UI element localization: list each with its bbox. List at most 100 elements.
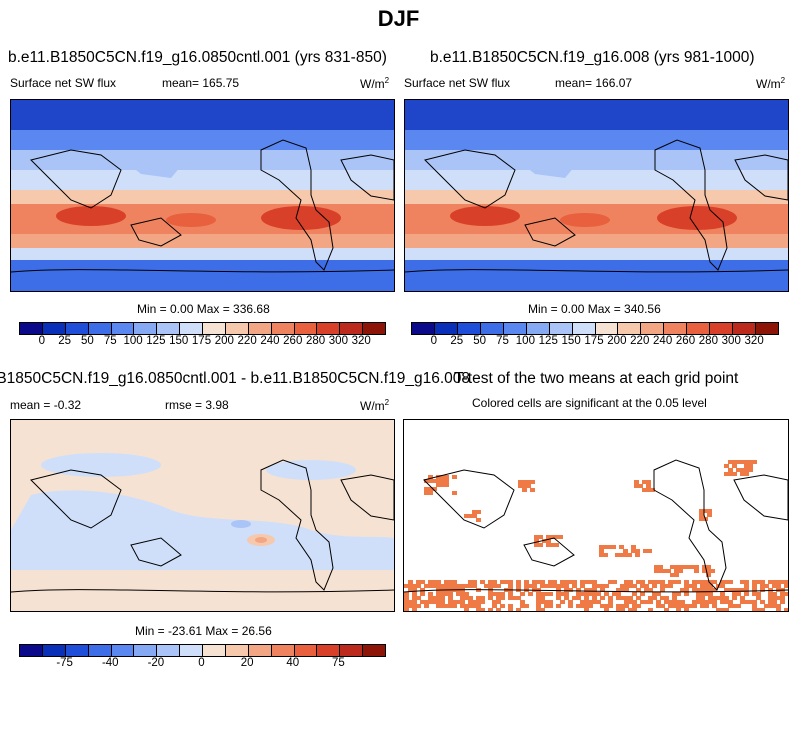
significant-cell <box>700 580 705 584</box>
significant-cell <box>736 604 741 608</box>
significant-cell <box>648 608 653 611</box>
significant-cell <box>448 592 453 596</box>
significant-cell <box>776 604 781 608</box>
significant-cell <box>776 596 781 600</box>
significant-cell <box>748 464 753 468</box>
significant-cell <box>624 596 629 600</box>
significant-cell <box>768 592 773 596</box>
significant-cell <box>444 592 449 596</box>
significant-cell <box>652 592 657 596</box>
significant-cell <box>540 584 545 588</box>
significant-cell <box>500 604 505 608</box>
significant-cell <box>670 573 675 577</box>
significant-cell <box>444 475 449 479</box>
significant-cell <box>596 584 601 588</box>
significant-cell <box>432 580 437 584</box>
significant-cell <box>520 604 525 608</box>
significant-cell <box>512 596 517 600</box>
significant-cell <box>424 604 429 608</box>
significant-cell <box>760 588 765 592</box>
panel-4-title: T-test of the two means at each grid poi… <box>454 370 739 387</box>
significant-cell <box>428 584 433 588</box>
significant-cell <box>412 600 417 604</box>
significant-cell <box>620 588 625 592</box>
significant-cell <box>623 553 628 557</box>
significant-cell <box>599 549 604 553</box>
significant-cell <box>504 580 509 584</box>
panel-4-subtitle: Colored cells are significant at the 0.0… <box>472 396 707 410</box>
significant-cell <box>608 580 613 584</box>
significant-cell <box>708 592 713 596</box>
significant-cell <box>440 604 445 608</box>
significant-cell <box>670 565 675 569</box>
significant-cell <box>632 584 637 588</box>
significant-cell <box>412 596 417 600</box>
significant-cell <box>668 604 673 608</box>
colorbar-tick-label: 75 <box>331 657 345 669</box>
significant-cell <box>676 608 681 611</box>
significant-cell <box>740 460 745 464</box>
significant-cell <box>772 604 777 608</box>
significant-cell <box>654 565 659 569</box>
significant-cell <box>607 545 612 549</box>
panel-2-map <box>404 99 789 292</box>
significant-cell <box>760 608 765 611</box>
significant-cell <box>508 592 513 596</box>
significant-cell <box>472 510 477 514</box>
significant-cell <box>576 592 581 596</box>
significant-cell <box>540 592 545 596</box>
significant-cell <box>720 584 725 588</box>
significant-cell <box>468 600 473 604</box>
significant-cell <box>704 600 709 604</box>
significant-cell <box>628 580 633 584</box>
significant-cell <box>472 604 477 608</box>
significant-cell <box>472 584 477 588</box>
significant-cell <box>619 545 624 549</box>
significant-cell <box>518 484 523 488</box>
significant-cell <box>546 539 551 543</box>
significant-cell <box>404 592 409 596</box>
colorbar-tick-label: 25 <box>58 335 72 347</box>
significant-cell <box>520 600 525 604</box>
significant-cell <box>584 600 589 604</box>
significant-cell <box>696 592 701 596</box>
significant-cell <box>682 565 687 569</box>
significant-cell <box>538 535 543 539</box>
significant-cell <box>776 608 781 611</box>
significant-cell <box>536 604 541 608</box>
significant-cell <box>452 475 457 479</box>
significant-cell <box>420 588 425 592</box>
colorbar-tick-label: 150 <box>169 335 189 347</box>
significant-cell <box>540 580 545 584</box>
significant-cell <box>520 592 525 596</box>
significant-cell <box>716 608 721 611</box>
significant-cell <box>408 580 413 584</box>
significant-cell <box>764 604 769 608</box>
significant-cell <box>744 588 749 592</box>
significant-cell <box>580 592 585 596</box>
significant-cell <box>752 604 757 608</box>
colorbar-swatch <box>340 645 364 656</box>
significant-cell <box>706 565 711 569</box>
panel-1-variable: Surface net SW flux <box>10 76 117 90</box>
significant-cell <box>488 580 493 584</box>
significant-cell <box>564 580 569 584</box>
significant-cell <box>548 600 553 604</box>
colorbar-swatch <box>20 645 43 656</box>
significant-cell <box>476 608 481 611</box>
significant-cell <box>652 580 657 584</box>
significant-cell <box>440 479 445 483</box>
significant-cell <box>576 604 581 608</box>
significant-cell <box>428 600 433 604</box>
significant-cell <box>784 580 788 584</box>
significant-cell <box>452 604 457 608</box>
significant-cell <box>736 592 741 596</box>
significant-cell <box>532 580 537 584</box>
figure-title: DJF <box>377 6 420 31</box>
significant-cell <box>468 514 473 518</box>
significant-cell <box>752 592 757 596</box>
significant-cell <box>656 592 661 596</box>
significant-cell <box>708 596 713 600</box>
significant-cell <box>636 580 641 584</box>
significant-cell <box>724 472 729 476</box>
